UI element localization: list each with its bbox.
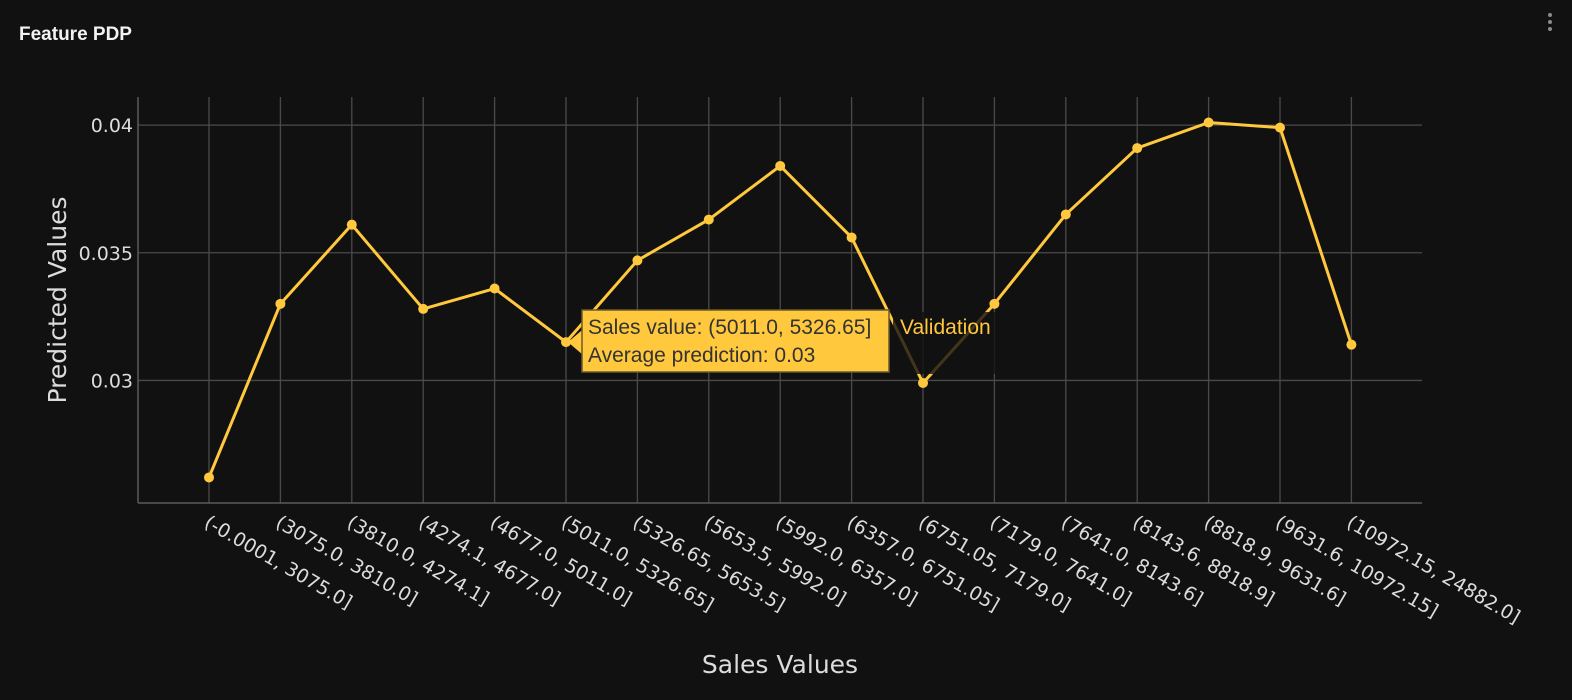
data-point[interactable] — [1275, 122, 1285, 133]
data-point[interactable] — [703, 214, 714, 225]
axis-layer — [137, 97, 1422, 504]
data-point[interactable] — [775, 160, 786, 171]
grid-layer — [138, 97, 1422, 503]
data-point[interactable] — [561, 337, 571, 348]
tooltip-name-bg — [893, 312, 997, 374]
data-point[interactable] — [846, 232, 857, 243]
tooltip-line-1: Sales value: (5011.0, 5326.65] — [588, 316, 871, 339]
data-point[interactable] — [346, 219, 357, 230]
tooltip-box — [581, 309, 890, 373]
data-point[interactable] — [204, 472, 214, 483]
data-point[interactable] — [489, 283, 500, 294]
data-point[interactable] — [418, 303, 429, 314]
y-tick-label: 0.03 — [91, 370, 133, 392]
y-axis-title: Predicted Values — [43, 197, 72, 404]
data-point[interactable] — [989, 298, 1000, 309]
x-axis-title: Sales Values — [702, 650, 858, 679]
data-point[interactable] — [1132, 143, 1143, 154]
hover-tooltip: Sales value: (5011.0, 5326.65] Average pr… — [568, 309, 997, 374]
y-tick-label: 0.04 — [91, 115, 133, 137]
data-point[interactable] — [918, 377, 928, 388]
series-layer[interactable] — [204, 117, 1357, 483]
tooltip-series-name: Validation — [900, 316, 991, 339]
kebab-menu-icon[interactable] — [1542, 10, 1558, 38]
panel-title: Feature PDP — [19, 24, 132, 45]
tooltip-line-2: Average prediction: 0.03 — [588, 344, 815, 367]
data-point[interactable] — [1203, 117, 1214, 128]
y-tick-label: 0.035 — [79, 243, 133, 265]
tooltip-pointer — [568, 330, 582, 355]
data-point[interactable] — [1060, 209, 1071, 220]
data-point[interactable] — [632, 255, 643, 266]
data-point[interactable] — [275, 298, 286, 309]
data-point[interactable] — [1346, 339, 1357, 350]
